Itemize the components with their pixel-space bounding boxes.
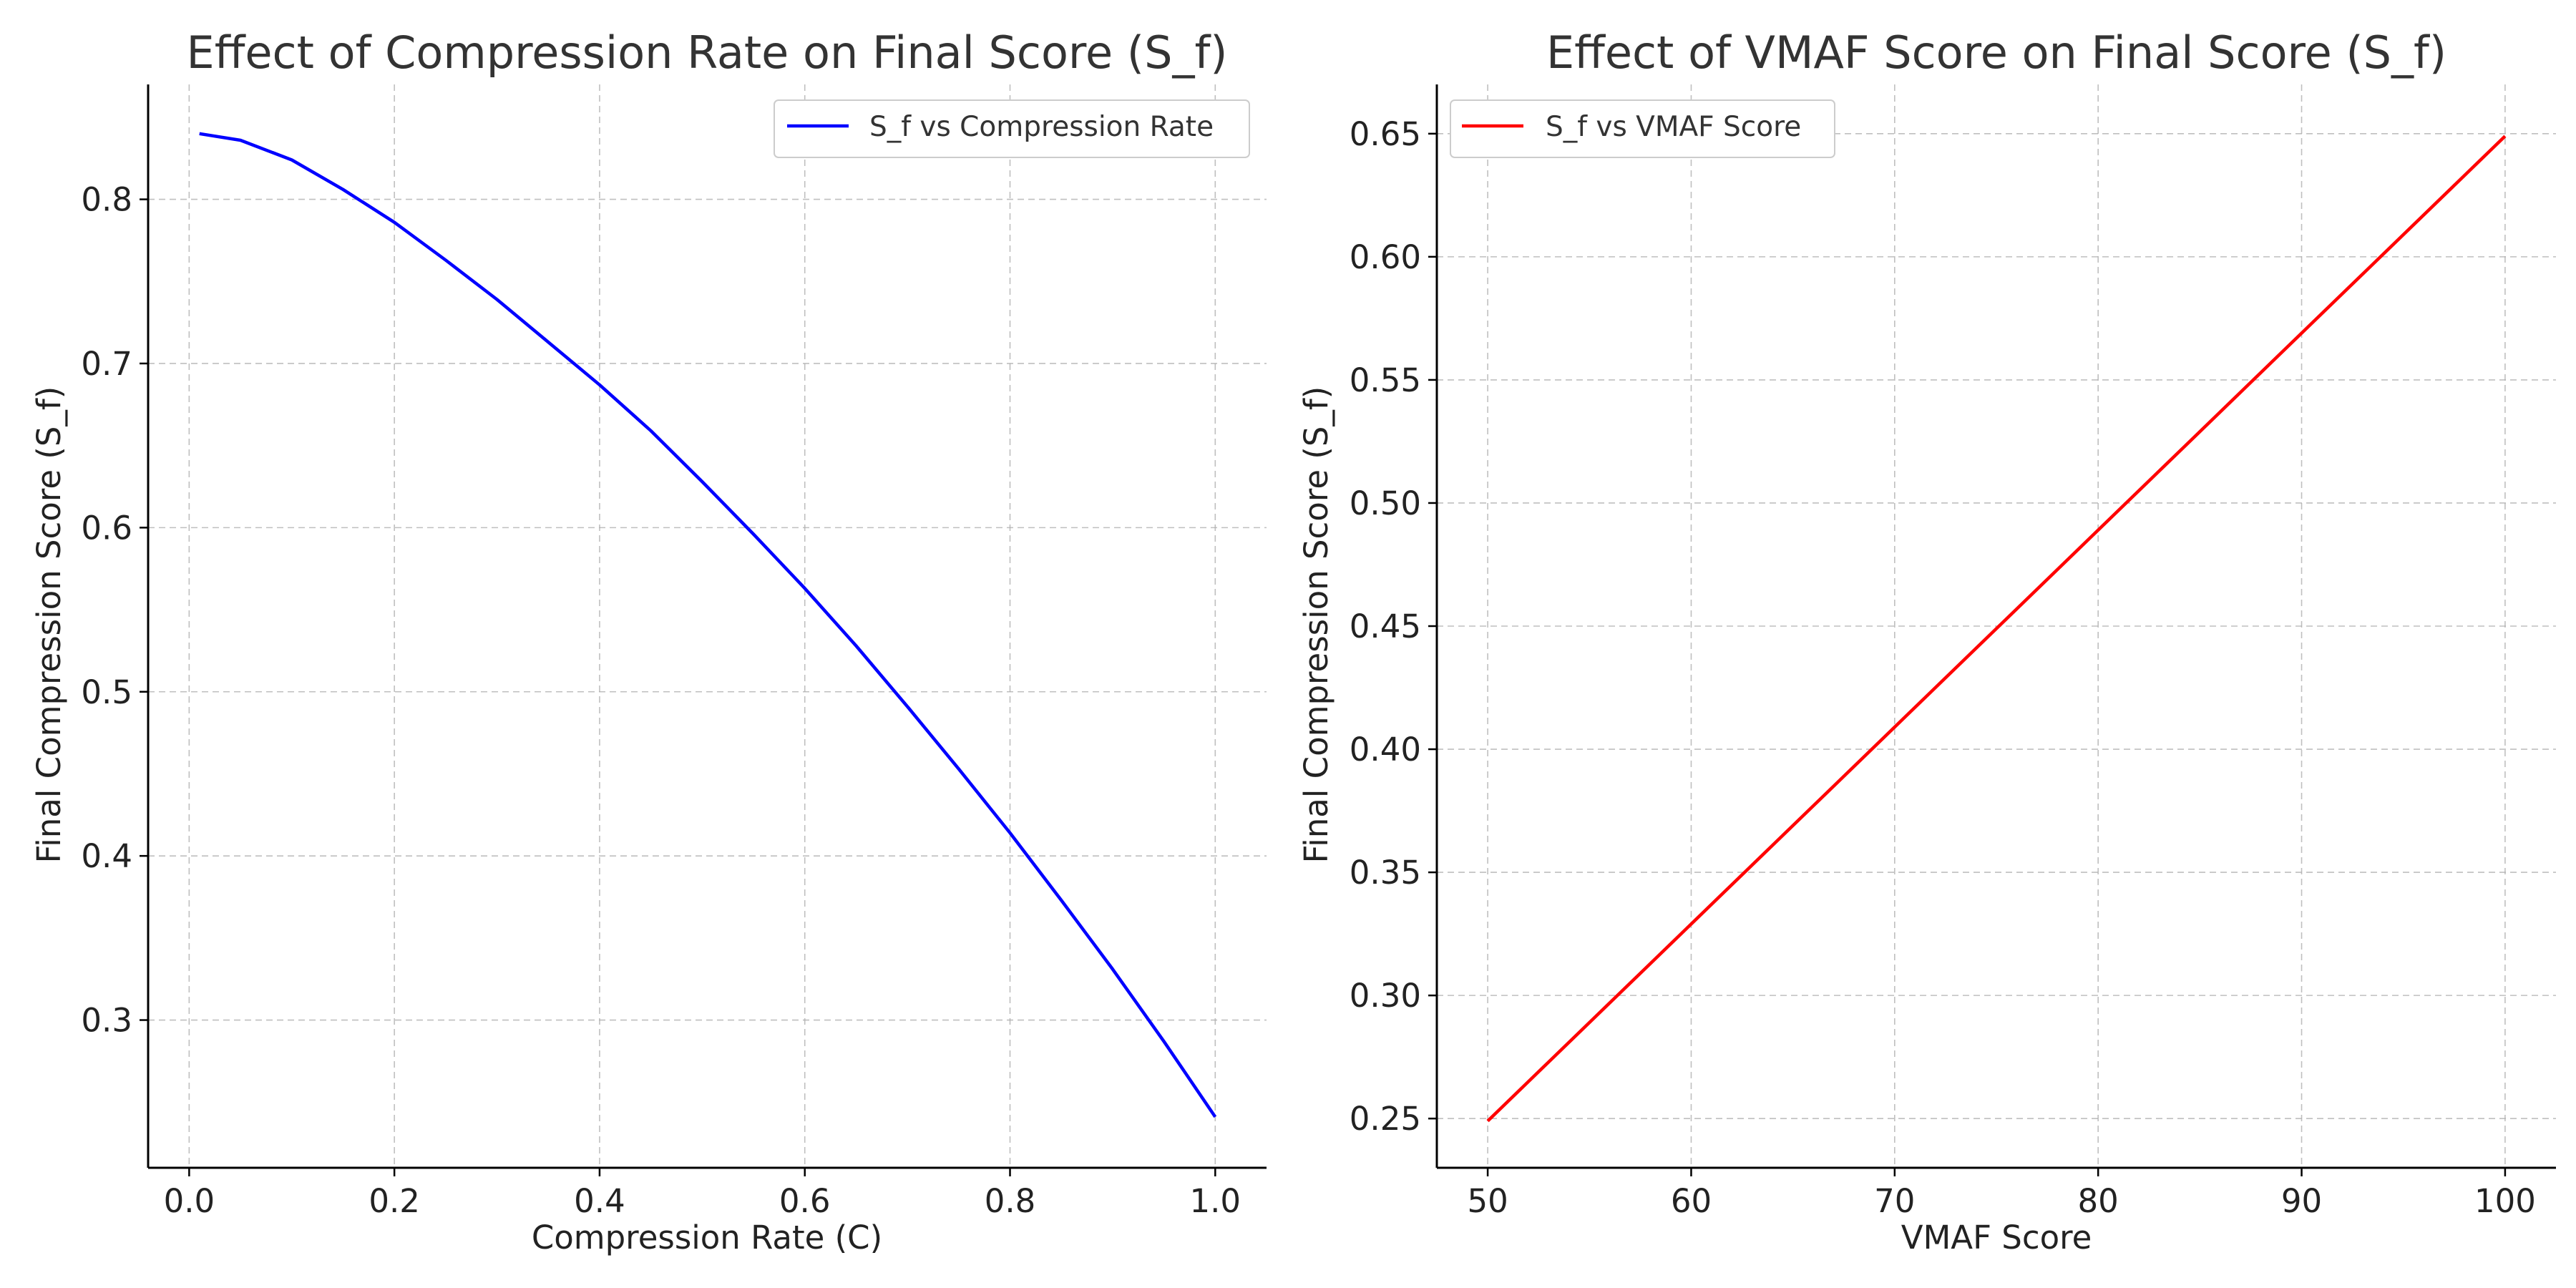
series-line: [1486, 135, 2507, 1123]
grid: [148, 84, 1267, 1168]
x-tick-label: 70: [1874, 1182, 1915, 1220]
x-tick-label: 0.8: [985, 1182, 1036, 1220]
legend-box: [774, 99, 1250, 158]
chart-right: Effect of VMAF Score on Final Score (S_f…: [1297, 26, 2556, 1257]
x-tick-label: 0.6: [779, 1182, 831, 1220]
y-tick-label: 0.8: [81, 181, 132, 219]
x-tick-label: 60: [1671, 1182, 1712, 1220]
axes-spines: [147, 84, 1267, 1169]
y-tick-label: 0.4: [81, 837, 132, 875]
grid: [1437, 84, 2556, 1168]
x-axis-label: VMAF Score: [1901, 1219, 2092, 1257]
x-tick-label: 100: [2474, 1182, 2536, 1220]
legend: S_f vs VMAF Score: [1450, 99, 1835, 158]
axis-ticks: 50 60 70 80 90 100 0.25 0.30 0.35 0.40 0.45 0.50 0.5…: [1350, 115, 2536, 1220]
x-tick-label: 0.2: [369, 1182, 420, 1220]
series-lines: [1486, 135, 2507, 1123]
y-tick-label: 0.50: [1350, 484, 1421, 522]
x-tick-label: 1.0: [1190, 1182, 1241, 1220]
x-tick-label: 90: [2281, 1182, 2322, 1220]
x-tick-label: 50: [1467, 1182, 1508, 1220]
y-axis-label: Final Compression Score (S_f): [1297, 386, 1335, 864]
y-tick-label: 0.45: [1350, 608, 1421, 645]
legend-box: [1450, 99, 1835, 158]
series-line: [199, 132, 1217, 1118]
legend-entry-label: S_f vs Compression Rate: [869, 111, 1214, 143]
y-tick-label: 0.35: [1350, 854, 1421, 892]
chart-left: Effect of Compression Rate on Final Scor…: [30, 26, 1267, 1257]
x-axis-label: Compression Rate (C): [532, 1219, 882, 1257]
series-lines: [199, 132, 1217, 1118]
y-tick-label: 0.40: [1350, 731, 1421, 769]
y-tick-label: 0.25: [1350, 1100, 1421, 1138]
chart-title: Effect of VMAF Score on Final Score (S_f…: [1546, 26, 2446, 79]
x-tick-label: 80: [2078, 1182, 2119, 1220]
y-tick-label: 0.65: [1350, 115, 1421, 153]
x-tick-label: 0.4: [574, 1182, 625, 1220]
legend: S_f vs Compression Rate: [774, 99, 1250, 158]
chart-title: Effect of Compression Rate on Final Scor…: [187, 26, 1228, 79]
x-tick-label: 0.0: [164, 1182, 215, 1220]
y-tick-label: 0.30: [1350, 977, 1421, 1015]
y-tick-label: 0.5: [81, 673, 132, 711]
y-tick-label: 0.3: [81, 1002, 132, 1040]
y-tick-label: 0.6: [81, 509, 132, 547]
axis-ticks: 0.0 0.2 0.4 0.6 0.8 1.0 0.3 0.4 0.5 0.6 0.7 0.8: [81, 181, 1241, 1220]
y-tick-label: 0.60: [1350, 238, 1421, 276]
y-tick-label: 0.55: [1350, 361, 1421, 399]
axes-spines: [1435, 84, 2556, 1169]
y-tick-label: 0.7: [81, 345, 132, 383]
legend-entry-label: S_f vs VMAF Score: [1546, 111, 1801, 143]
y-axis-label: Final Compression Score (S_f): [30, 386, 68, 864]
